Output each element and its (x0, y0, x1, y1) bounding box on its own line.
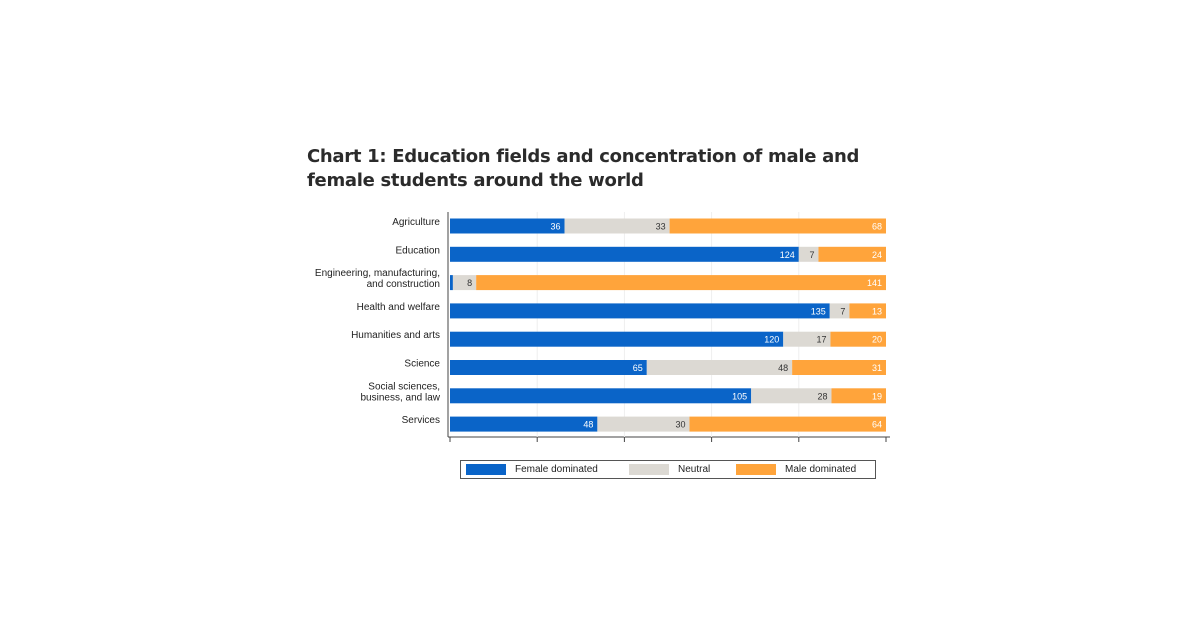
bar-segment (476, 275, 886, 291)
category-label: Agriculture (392, 217, 440, 228)
bar-segment (452, 275, 477, 291)
legend-label: Male dominated (785, 464, 857, 475)
bar-segment (783, 331, 831, 347)
bar-segment (450, 218, 565, 234)
bar-segment (792, 360, 886, 375)
bar-segment (646, 360, 793, 375)
bar-segment (689, 416, 886, 432)
data-label: 64 (872, 420, 882, 430)
legend-item-neutral: Neutral (629, 464, 710, 475)
data-label: 28 (817, 391, 827, 401)
data-label: 141 (867, 278, 882, 288)
data-label: 17 (816, 335, 826, 345)
category-label: Services (402, 415, 440, 426)
data-label: 48 (778, 363, 788, 373)
data-label: 7 (809, 250, 814, 260)
bar-segment (564, 218, 670, 234)
data-label: 31 (872, 363, 882, 373)
data-label: 120 (764, 335, 779, 345)
data-label: 30 (675, 420, 685, 430)
data-label: 13 (872, 306, 882, 316)
chart-title: Chart 1: Education fields and concentrat… (307, 146, 860, 191)
bar-segment (450, 388, 752, 404)
data-label: 135 (811, 306, 826, 316)
bar-segment (450, 303, 830, 319)
bar-segment (669, 218, 886, 234)
legend-item-female: Female dominated (466, 464, 598, 475)
data-label: 8 (467, 278, 472, 288)
data-label: 33 (656, 222, 666, 232)
category-label: Education (396, 245, 440, 256)
bar-segment (849, 303, 886, 319)
bar-segment (450, 416, 598, 432)
bar-segment (597, 416, 690, 432)
bar-segment (818, 246, 886, 262)
data-label: 124 (780, 250, 795, 260)
bar-segment (830, 331, 886, 347)
bar-segment (751, 388, 832, 404)
bar-segment (450, 360, 647, 375)
category-label: Humanities and arts (351, 330, 440, 341)
legend-item-male: Male dominated (736, 464, 856, 475)
category-label: Health and welfare (357, 302, 441, 313)
data-label: 36 (551, 222, 561, 232)
bar-segment (829, 303, 850, 319)
legend-label: Neutral (678, 464, 711, 475)
bar-segment (831, 388, 886, 404)
bar-segment (450, 331, 784, 347)
legend: Female dominated Neutral Male dominated (460, 460, 876, 479)
legend-label: Female dominated (515, 464, 598, 475)
bar-segment (450, 275, 453, 291)
data-label: 65 (633, 363, 643, 373)
data-label: 68 (872, 222, 882, 232)
data-label: 48 (583, 420, 593, 430)
data-label: 24 (872, 250, 882, 260)
category-label: Science (404, 359, 440, 370)
data-label: 20 (872, 335, 882, 345)
data-label: 105 (732, 391, 747, 401)
data-label: 19 (872, 391, 882, 401)
bar-segment (798, 246, 819, 262)
bar-segment (450, 246, 799, 262)
category-label: Social sciences, business, and law (361, 381, 441, 403)
category-label: Engineering, manufacturing, and construct… (315, 268, 440, 290)
data-label: 7 (840, 306, 845, 316)
